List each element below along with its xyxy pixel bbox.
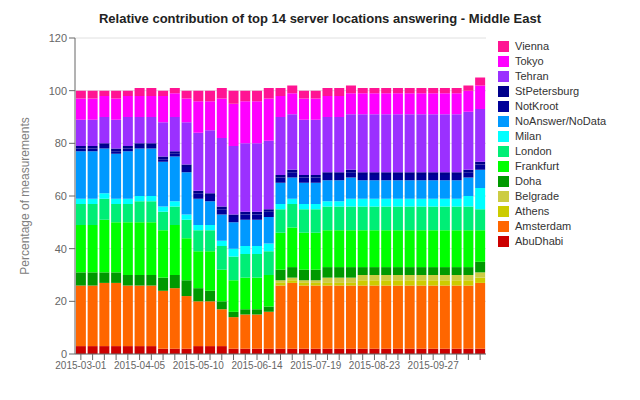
html-text:Amsterdam: Amsterdam	[515, 220, 572, 232]
html-text:NoAnswer/NoData: NoAnswer/NoData	[515, 115, 607, 127]
svg-text:2015-09-27: 2015-09-27	[408, 360, 460, 371]
html-text:Athens: Athens	[515, 205, 550, 217]
html-text:AbuDhabi: AbuDhabi	[515, 235, 564, 247]
html-text:Doha: Doha	[515, 175, 542, 187]
html-text:Relative contribution of top 1: Relative contribution of top 14 server l…	[99, 11, 541, 26]
svg-text:60: 60	[55, 190, 67, 202]
html-text:NotKroot: NotKroot	[515, 100, 559, 112]
svg-text:2015-07-19: 2015-07-19	[290, 360, 342, 371]
svg-text:2015-05-10: 2015-05-10	[173, 360, 225, 371]
svg-text:80: 80	[55, 137, 67, 149]
html-text:London: London	[515, 145, 552, 157]
svg-text:2015-08-23: 2015-08-23	[349, 360, 401, 371]
svg-text:20: 20	[55, 295, 67, 307]
svg-text:120: 120	[49, 32, 67, 44]
svg-text:2015-06-14: 2015-06-14	[231, 360, 283, 371]
html-text:StPetersburg: StPetersburg	[515, 85, 580, 97]
svg-text:Percentage of measurements: Percentage of measurements	[18, 117, 32, 274]
html-text:Belgrade: Belgrade	[515, 190, 559, 202]
svg-text:2015-03-01: 2015-03-01	[55, 360, 107, 371]
svg-text:40: 40	[55, 243, 67, 255]
svg-text:0: 0	[61, 348, 67, 360]
html-text:Tehran: Tehran	[515, 70, 549, 82]
svg-text:100: 100	[49, 85, 67, 97]
html-text:Vienna: Vienna	[515, 40, 550, 52]
html-text:Tokyo: Tokyo	[515, 55, 544, 67]
svg-text:2015-04-05: 2015-04-05	[114, 360, 166, 371]
html-text:Frankfurt: Frankfurt	[515, 160, 559, 172]
html-text:Milan: Milan	[515, 130, 542, 142]
